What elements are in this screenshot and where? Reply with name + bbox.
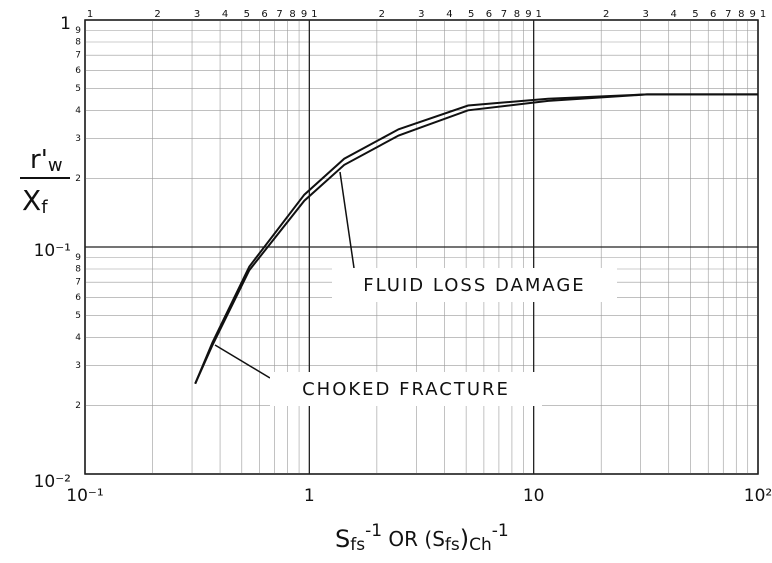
y-minor-tick-label: 6 — [75, 293, 81, 303]
top-tick-label: 5 — [468, 9, 474, 20]
y-axis-label-numerator: r'w — [30, 145, 63, 177]
x-axis-label-part: OR (S — [382, 527, 445, 551]
top-tick-label: 1 — [535, 9, 541, 20]
top-tick-label: 8 — [289, 9, 295, 20]
annotation: FLUID LOSS DAMAGE — [363, 275, 585, 296]
top-tick-label: 8 — [738, 9, 744, 20]
y-tick-label: 10⁻¹ — [34, 241, 71, 261]
y-minor-tick-label: 3 — [75, 361, 81, 371]
y-minor-tick-label: 9 — [75, 253, 81, 263]
arrow — [214, 344, 271, 379]
y-minor-tick-label: 4 — [75, 333, 81, 343]
top-tick-label: 1 — [311, 9, 317, 20]
y-tick-label: 10⁻² — [34, 472, 71, 492]
x-axis-label-part: fs — [350, 535, 365, 555]
y-minor-tick-label: 2 — [75, 174, 81, 184]
x-tick-label: 10 — [523, 486, 545, 506]
top-tick-label: 7 — [276, 9, 282, 20]
top-tick-label: 9 — [301, 9, 307, 20]
y-minor-tick-label: 7 — [75, 278, 81, 288]
x-tick-label: 10⁻¹ — [66, 486, 103, 506]
top-tick-label: 1 — [760, 9, 766, 20]
top-tick-label: 9 — [525, 9, 531, 20]
top-tick-label: 7 — [725, 9, 731, 20]
top-tick-label: 3 — [643, 9, 649, 20]
data-line — [194, 93, 758, 385]
x-axis-label-part: S — [335, 525, 350, 553]
top-tick-label: 6 — [261, 9, 267, 20]
top-tick-label: 2 — [379, 9, 385, 20]
annotation-box — [270, 372, 542, 406]
top-tick-label: 8 — [514, 9, 520, 20]
top-tick-label: 7 — [501, 9, 507, 20]
y-minor-tick-label: 7 — [75, 51, 81, 61]
x-axis-label-part: -1 — [492, 521, 509, 541]
x-axis-label-part: ) — [460, 525, 469, 553]
y-minor-tick-label: 5 — [75, 84, 81, 94]
y-label-part: X — [22, 184, 41, 217]
y-minor-tick-label: 9 — [75, 26, 81, 36]
annotation: CHOKED FRACTURE — [302, 379, 510, 400]
y-minor-tick-label: 8 — [75, 37, 81, 47]
top-tick-label: 1 — [87, 9, 93, 20]
top-tick-label: 3 — [418, 9, 424, 20]
y-label-part: r' — [30, 145, 48, 175]
y-axis-label-denominator: Xf — [22, 184, 48, 218]
y-label-part: f — [41, 197, 48, 218]
top-tick-label: 6 — [710, 9, 716, 20]
y-minor-tick-label: 6 — [75, 66, 81, 76]
x-tick-label: 1 — [304, 486, 315, 506]
y-tick-label: 1 — [60, 14, 71, 34]
y-minor-tick-label: 3 — [75, 134, 81, 144]
y-minor-tick-label: 2 — [75, 401, 81, 411]
y-minor-tick-label: 8 — [75, 264, 81, 274]
arrow — [339, 171, 355, 269]
top-tick-label: 4 — [446, 9, 452, 20]
x-axis-label-part: Ch — [469, 535, 492, 555]
annotation-box — [332, 268, 617, 302]
top-tick-label: 9 — [750, 9, 756, 20]
x-axis-label: Sfs-1 OR (Sfs)Ch-1 — [335, 521, 509, 555]
top-tick-label: 5 — [692, 9, 698, 20]
top-tick-label: 3 — [194, 9, 200, 20]
x-axis-label-part: fs — [445, 535, 460, 555]
x-tick-label: 10² — [744, 486, 772, 506]
top-tick-label: 5 — [244, 9, 250, 20]
y-minor-tick-label: 5 — [75, 311, 81, 321]
top-tick-label: 6 — [486, 9, 492, 20]
y-label-part: w — [48, 155, 63, 176]
top-tick-label: 4 — [222, 9, 228, 20]
top-tick-label: 2 — [603, 9, 609, 20]
x-axis-label-part: -1 — [365, 521, 382, 541]
top-tick-label: 2 — [154, 9, 160, 20]
y-minor-tick-label: 4 — [75, 106, 81, 116]
top-tick-label: 4 — [671, 9, 677, 20]
data-line — [194, 93, 758, 385]
